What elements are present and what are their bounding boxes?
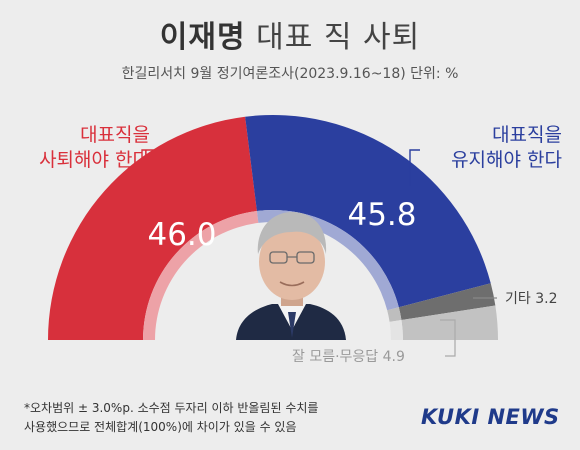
label-dontknow: 잘 모름·무응답 [292,349,378,365]
footnote: *오차범위 ± 3.0%p. 소수점 두자리 이하 반올림된 수치를 사용했으므… [24,399,318,437]
label-keep: 대표직을 유지해야 한다 [428,123,562,173]
inner-band-other [387,307,402,322]
title-rest: 대표 직 사퇴 [256,20,421,55]
label-keep-line1: 대표직을 [492,124,562,146]
slice-resign [48,116,257,340]
inner-band-resign [143,211,259,340]
footnote-line2: 사용했으므로 전체합계(100%)에 차이가 있을 수 있음 [24,420,297,434]
label-other: 기타 [505,291,531,307]
slice-dontknow [401,305,498,340]
value-label-keep: 45.8 [347,197,416,233]
footnote-line1: *오차범위 ± 3.0%p. 소수점 두자리 이하 반올림된 수치를 [24,401,319,415]
svg-text:잘 모름·무응답 4.9: 잘 모름·무응답 4.9 [292,349,405,365]
label-resign: 대표직을 사퇴해야 한다 [24,123,150,173]
title-name: 이재명 [159,20,246,55]
leader-line-resign [141,149,216,186]
portrait-photo [236,212,346,340]
label-keep-line2: 유지해야 한다 [451,149,562,171]
value-label-other: 3.2 [535,291,557,307]
slice-other [398,283,496,321]
leader-line-dontknow [440,319,456,357]
slice-keep [245,115,491,308]
chart-subtitle: 한길리서치 9월 정기여론조사(2023.9.16~18) 단위: % [121,66,459,82]
label-resign-line2: 사퇴해야 한다 [39,149,150,171]
slices [48,115,498,340]
value-label-resign: 46.0 [147,217,216,253]
brand-logo: KUKI NEWS [421,405,560,429]
chart-title: 이재명 대표 직 사퇴 [0,12,580,56]
leader-line-keep [409,149,420,186]
value-label-dontknow: 4.9 [383,349,405,365]
label-resign-line1: 대표직을 [80,124,150,146]
inner-band-dontknow [389,320,403,340]
svg-text:기타 3.2: 기타 3.2 [505,291,557,307]
